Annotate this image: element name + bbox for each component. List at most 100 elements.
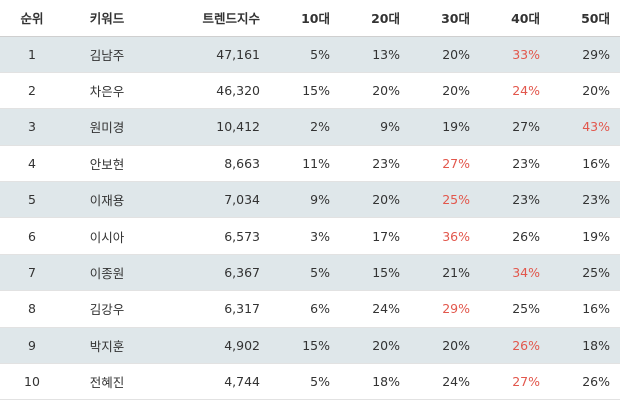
cell-age10: 5% [270, 36, 340, 73]
header-keyword: 키워드 [64, 0, 150, 37]
cell-keyword: 전혜진 [64, 363, 150, 400]
cell-age20: 17% [340, 217, 410, 255]
table-row: 5 이재용 7,034 9% 20% 25% 23% 23% [0, 181, 620, 219]
cell-age20: 13% [340, 36, 410, 73]
cell-keyword: 이시아 [64, 217, 150, 255]
cell-age10: 5% [270, 254, 340, 292]
cell-age30: 20% [410, 327, 480, 365]
cell-age10: 3% [270, 217, 340, 255]
table-body: 1 김남주 47,161 5% 13% 20% 33% 29% 2 차은우 46,320 15% 20%… [0, 36, 620, 400]
cell-age50: 20% [550, 72, 620, 110]
header-age10: 10대 [270, 0, 340, 37]
cell-age10: 2% [270, 108, 340, 146]
table-row: 9 박지훈 4,902 15% 20% 20% 26% 18% [0, 327, 620, 365]
cell-trend-index: 6,367 [150, 254, 270, 292]
cell-keyword: 차은우 [64, 72, 150, 110]
header-age20: 20대 [340, 0, 410, 37]
cell-rank: 9 [0, 327, 64, 365]
cell-keyword: 김강우 [64, 290, 150, 328]
cell-trend-index: 47,161 [150, 36, 270, 73]
cell-age10: 5% [270, 363, 340, 400]
cell-rank: 2 [0, 72, 64, 110]
cell-age10: 15% [270, 72, 340, 110]
cell-age40: 24% [480, 72, 550, 110]
cell-rank: 10 [0, 363, 64, 400]
cell-age50: 25% [550, 254, 620, 292]
header-age30: 30대 [410, 0, 480, 37]
table-row: 3 원미경 10,412 2% 9% 19% 27% 43% [0, 108, 620, 146]
cell-age40: 27% [480, 108, 550, 146]
cell-keyword: 원미경 [64, 108, 150, 146]
cell-age30: 25% [410, 181, 480, 219]
cell-trend-index: 10,412 [150, 108, 270, 146]
header-age50: 50대 [550, 0, 620, 37]
cell-age30: 20% [410, 36, 480, 73]
cell-age30: 27% [410, 145, 480, 183]
cell-age10: 15% [270, 327, 340, 365]
cell-age40: 27% [480, 363, 550, 400]
cell-keyword: 이재용 [64, 181, 150, 219]
table-row: 7 이종원 6,367 5% 15% 21% 34% 25% [0, 254, 620, 292]
cell-keyword: 박지훈 [64, 327, 150, 365]
cell-age50: 43% [550, 108, 620, 146]
cell-age20: 24% [340, 290, 410, 328]
cell-trend-index: 46,320 [150, 72, 270, 110]
table-row: 2 차은우 46,320 15% 20% 20% 24% 20% [0, 72, 620, 110]
cell-keyword: 안보현 [64, 145, 150, 183]
cell-trend-index: 4,744 [150, 363, 270, 400]
cell-age30: 21% [410, 254, 480, 292]
cell-age20: 20% [340, 72, 410, 110]
table-row: 1 김남주 47,161 5% 13% 20% 33% 29% [0, 36, 620, 73]
header-age40: 40대 [480, 0, 550, 37]
cell-age50: 19% [550, 217, 620, 255]
cell-trend-index: 4,902 [150, 327, 270, 365]
cell-age50: 16% [550, 290, 620, 328]
cell-age40: 26% [480, 217, 550, 255]
cell-rank: 4 [0, 145, 64, 183]
cell-age50: 26% [550, 363, 620, 400]
cell-age20: 20% [340, 327, 410, 365]
cell-trend-index: 6,317 [150, 290, 270, 328]
cell-trend-index: 8,663 [150, 145, 270, 183]
table-row: 10 전혜진 4,744 5% 18% 24% 27% 26% [0, 363, 620, 400]
cell-age20: 20% [340, 181, 410, 219]
cell-age20: 15% [340, 254, 410, 292]
cell-age30: 20% [410, 72, 480, 110]
cell-rank: 6 [0, 217, 64, 255]
cell-age50: 29% [550, 36, 620, 73]
cell-age30: 24% [410, 363, 480, 400]
cell-age50: 23% [550, 181, 620, 219]
cell-age40: 34% [480, 254, 550, 292]
cell-age50: 18% [550, 327, 620, 365]
table-header: 순위 키워드 트렌드지수 10대 20대 30대 40대 50대 [0, 0, 620, 37]
table-row: 8 김강우 6,317 6% 24% 29% 25% 16% [0, 290, 620, 328]
cell-age20: 9% [340, 108, 410, 146]
header-trend-index: 트렌드지수 [150, 0, 270, 37]
cell-age10: 9% [270, 181, 340, 219]
cell-age30: 36% [410, 217, 480, 255]
cell-age20: 18% [340, 363, 410, 400]
cell-age10: 11% [270, 145, 340, 183]
cell-keyword: 김남주 [64, 36, 150, 73]
cell-age40: 26% [480, 327, 550, 365]
cell-age30: 19% [410, 108, 480, 146]
header-rank: 순위 [0, 0, 64, 37]
cell-age30: 29% [410, 290, 480, 328]
cell-age40: 23% [480, 181, 550, 219]
table-row: 4 안보현 8,663 11% 23% 27% 23% 16% [0, 145, 620, 183]
cell-rank: 1 [0, 36, 64, 73]
cell-rank: 7 [0, 254, 64, 292]
cell-rank: 3 [0, 108, 64, 146]
cell-trend-index: 6,573 [150, 217, 270, 255]
cell-age50: 16% [550, 145, 620, 183]
header-row: 순위 키워드 트렌드지수 10대 20대 30대 40대 50대 [0, 0, 620, 37]
cell-age40: 23% [480, 145, 550, 183]
cell-age20: 23% [340, 145, 410, 183]
cell-trend-index: 7,034 [150, 181, 270, 219]
cell-age40: 33% [480, 36, 550, 73]
cell-rank: 5 [0, 181, 64, 219]
cell-age10: 6% [270, 290, 340, 328]
table-row: 6 이시아 6,573 3% 17% 36% 26% 19% [0, 217, 620, 255]
cell-rank: 8 [0, 290, 64, 328]
